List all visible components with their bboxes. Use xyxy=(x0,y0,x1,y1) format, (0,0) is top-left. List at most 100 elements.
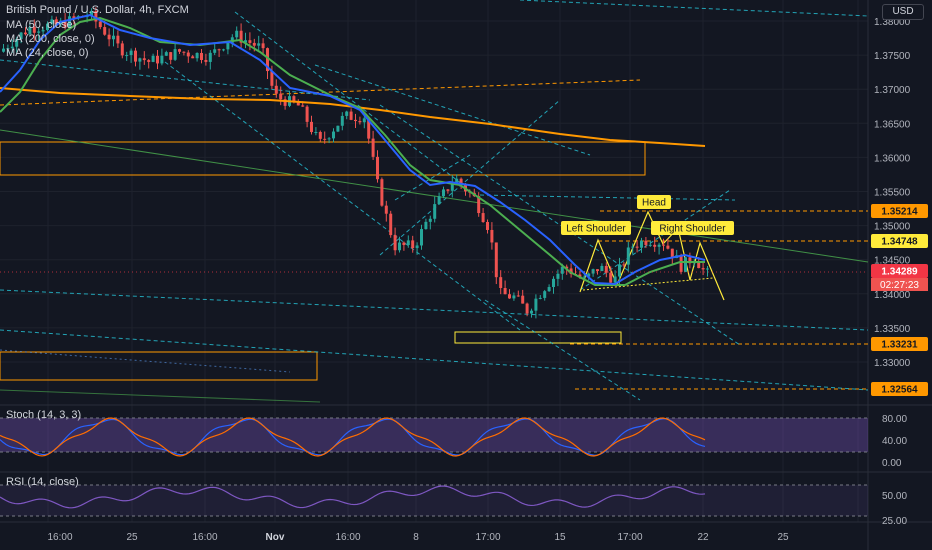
candle-body xyxy=(217,49,221,51)
candle-body xyxy=(244,40,247,43)
candle-body xyxy=(653,244,657,247)
candle-body xyxy=(266,48,269,72)
candle-body xyxy=(332,131,335,139)
candle-body xyxy=(195,52,199,59)
price-tag-text: 1.34289 xyxy=(881,267,918,278)
candle-body xyxy=(376,156,379,180)
candle-body xyxy=(600,265,604,271)
time-axis-label: 15 xyxy=(554,532,566,543)
price-axis-label: 1.33000 xyxy=(874,358,911,369)
candle-body xyxy=(186,52,190,57)
channel-line xyxy=(484,299,641,401)
candle-body xyxy=(63,20,67,28)
rsi-axis-label: 50.00 xyxy=(882,491,907,502)
candle-body xyxy=(684,257,687,272)
candle-body xyxy=(450,183,454,191)
time-axis-label: 16:00 xyxy=(335,532,360,543)
time-axis-label: 25 xyxy=(126,532,138,543)
stoch-d-line xyxy=(0,417,706,457)
candle-body xyxy=(362,118,366,123)
candle-body xyxy=(428,218,432,222)
candle-body xyxy=(10,46,14,49)
stoch-axis-label: 0.00 xyxy=(882,458,902,469)
head-label-text: Head xyxy=(642,198,666,209)
candle-body xyxy=(525,303,529,314)
trend-line-blue xyxy=(0,349,291,373)
price-axis-label: 1.34500 xyxy=(874,256,911,267)
time-axis-label: 17:00 xyxy=(475,532,500,543)
candle-body xyxy=(129,50,133,56)
candle-body xyxy=(98,21,102,28)
candle-body xyxy=(411,240,415,249)
candle-body xyxy=(604,265,608,273)
candle-body xyxy=(552,278,555,288)
candle-body xyxy=(222,49,225,51)
rsi-legend[interactable]: RSI (14, close) xyxy=(6,476,79,488)
candle-body xyxy=(393,235,397,251)
candle-body xyxy=(455,178,459,184)
ma-24-legend[interactable]: MA (24, close, 0) xyxy=(6,47,89,59)
candle-body xyxy=(354,119,357,122)
countdown-text: 02:27:23 xyxy=(880,280,919,291)
candle-body xyxy=(657,244,661,247)
time-axis-label: 16:00 xyxy=(192,532,217,543)
candle-body xyxy=(389,213,393,236)
price-axis-label: 1.35500 xyxy=(874,188,911,199)
candle-body xyxy=(626,247,630,265)
candle-body xyxy=(37,31,41,33)
right-shoulder-label: Right Shoulder xyxy=(651,221,734,235)
trend-line-green xyxy=(0,389,321,403)
candle-body xyxy=(125,55,129,57)
price-tag-text: 1.32564 xyxy=(881,385,918,396)
candle-body xyxy=(336,125,340,132)
candle-body xyxy=(622,264,626,266)
ma-200-legend[interactable]: MA (200, close, 0) xyxy=(6,33,95,45)
candle-body xyxy=(213,49,217,53)
ma-50-line xyxy=(0,16,705,286)
candle-body xyxy=(640,240,643,248)
candle-body xyxy=(367,118,371,139)
price-axis-label: 1.36000 xyxy=(874,153,911,164)
candle-body xyxy=(103,27,107,35)
channel-line xyxy=(379,99,561,256)
stoch-axis-label: 40.00 xyxy=(882,436,907,447)
candle-body xyxy=(591,269,595,274)
candle-body xyxy=(521,295,525,304)
candle-body xyxy=(534,298,538,311)
candle-body xyxy=(156,55,159,64)
candle-body xyxy=(648,244,652,246)
candle-body xyxy=(147,60,151,62)
price-tag-text: 1.34748 xyxy=(881,237,918,248)
price-axis-label: 1.37500 xyxy=(874,51,911,62)
candle-body xyxy=(508,294,511,299)
candle-body xyxy=(239,30,243,43)
candle-body xyxy=(28,27,32,35)
candle-body xyxy=(371,138,375,157)
candle-body xyxy=(530,310,533,314)
target-zone xyxy=(454,331,622,344)
ma-24-line xyxy=(0,13,706,286)
currency-button[interactable]: USD xyxy=(882,4,924,20)
price-axis-label: 1.38000 xyxy=(874,17,911,28)
candle-body xyxy=(151,55,155,62)
price-tag xyxy=(871,337,928,351)
price-axis-label: 1.37000 xyxy=(874,85,911,96)
candle-body xyxy=(679,255,683,272)
candle-body xyxy=(459,178,463,186)
candle-body xyxy=(477,196,481,214)
candle-body xyxy=(164,52,168,56)
channel-line xyxy=(519,0,869,17)
candle-body xyxy=(635,246,639,248)
candle-body xyxy=(512,295,516,299)
stoch-legend[interactable]: Stoch (14, 3, 3) xyxy=(6,409,82,421)
ma-50-legend[interactable]: MA (50, close) xyxy=(6,19,77,31)
candle-body xyxy=(670,248,674,259)
candle-body xyxy=(90,10,93,17)
neckline xyxy=(582,277,714,291)
candle-body xyxy=(261,43,265,49)
candle-body xyxy=(301,105,305,107)
symbol-title[interactable]: British Pound / U.S. Dollar, 4h, FXCM xyxy=(6,4,189,16)
channel-line xyxy=(579,189,731,291)
